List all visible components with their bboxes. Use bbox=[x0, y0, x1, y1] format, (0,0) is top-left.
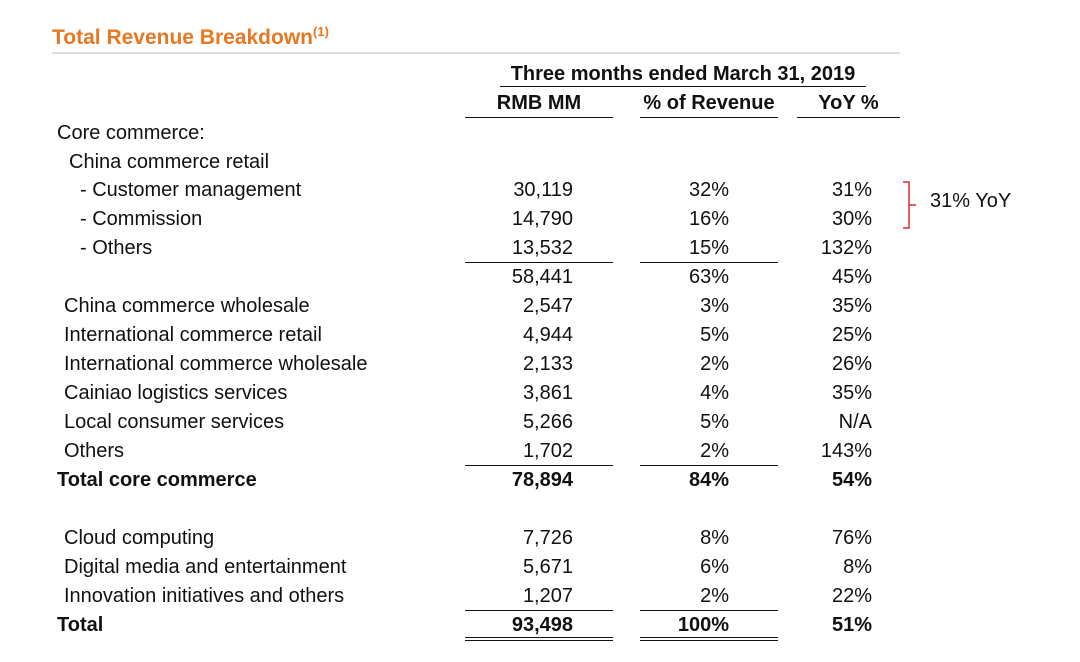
row-label: Digital media and entertainment bbox=[64, 556, 347, 578]
cell: 22% bbox=[831, 585, 872, 607]
cell: 3,861 bbox=[522, 382, 573, 404]
row-label: Cainiao logistics services bbox=[64, 382, 288, 404]
cell: 100% bbox=[677, 614, 729, 636]
cell: 4,944 bbox=[522, 324, 573, 346]
cell: 2,133 bbox=[522, 353, 573, 375]
cell: 93,498 bbox=[511, 614, 573, 636]
cell: 13,532 bbox=[511, 237, 573, 259]
title-rule bbox=[52, 52, 900, 54]
cell: 132% bbox=[820, 237, 872, 259]
row-label: Innovation initiatives and others bbox=[64, 585, 345, 607]
cell: 25% bbox=[831, 324, 872, 346]
column-header: RMB MM bbox=[496, 92, 582, 114]
row-label: Total core commerce bbox=[57, 469, 257, 491]
cell: 1,207 bbox=[522, 585, 573, 607]
row-label: International commerce wholesale bbox=[64, 353, 368, 375]
row-label: Others bbox=[64, 440, 125, 462]
double-rule bbox=[640, 640, 778, 641]
cell: 30,119 bbox=[513, 179, 573, 201]
sum-rule bbox=[640, 465, 778, 466]
cell: 3% bbox=[700, 295, 729, 317]
cell: 84% bbox=[688, 469, 729, 491]
cell: 5,671 bbox=[522, 556, 573, 578]
period-header: Three months ended March 31, 2019 bbox=[500, 62, 866, 87]
cell: N/A bbox=[838, 411, 872, 433]
cell: 8% bbox=[700, 527, 729, 549]
row-label: Total bbox=[57, 614, 104, 636]
row-label: Core commerce: bbox=[57, 122, 205, 144]
cell: 2,547 bbox=[522, 295, 573, 317]
row-label: International commerce retail bbox=[64, 324, 322, 346]
row-label: - Customer management bbox=[80, 179, 302, 201]
cell: 4% bbox=[700, 382, 729, 404]
title: Total Revenue Breakdown(1) bbox=[52, 20, 329, 50]
cell: 26% bbox=[831, 353, 872, 375]
row-label: China commerce retail bbox=[69, 151, 270, 173]
sum-rule bbox=[640, 262, 778, 263]
sum-rule bbox=[465, 610, 613, 611]
annotation: 31% YoY bbox=[930, 190, 1012, 212]
cell: 5,266 bbox=[522, 411, 573, 433]
cell: 76% bbox=[831, 527, 872, 549]
column-header: YoY % bbox=[818, 92, 879, 114]
cell: 5% bbox=[700, 324, 729, 346]
cell: 63% bbox=[688, 266, 729, 288]
row-label: Local consumer services bbox=[64, 411, 285, 433]
sum-rule bbox=[465, 465, 613, 466]
double-rule bbox=[465, 637, 613, 638]
bracket bbox=[903, 181, 916, 229]
cell: 30% bbox=[831, 208, 872, 230]
cell: 45% bbox=[831, 266, 872, 288]
row-label: Cloud computing bbox=[64, 527, 215, 549]
header-rule bbox=[797, 117, 900, 118]
header-rule bbox=[465, 117, 613, 118]
cell: 15% bbox=[688, 237, 729, 259]
cell: 8% bbox=[843, 556, 872, 578]
cell: 143% bbox=[820, 440, 872, 462]
cell: 16% bbox=[688, 208, 729, 230]
cell: 31% bbox=[831, 179, 872, 201]
cell: 2% bbox=[700, 585, 729, 607]
row-label: - Others bbox=[80, 237, 153, 259]
sum-rule bbox=[465, 262, 613, 263]
cell: 2% bbox=[700, 440, 729, 462]
cell: 54% bbox=[831, 469, 872, 491]
double-rule bbox=[465, 640, 613, 641]
cell: 14,790 bbox=[511, 208, 573, 230]
cell: 5% bbox=[700, 411, 729, 433]
cell: 35% bbox=[831, 382, 872, 404]
row-label: - Commission bbox=[80, 208, 203, 230]
cell: 7,726 bbox=[522, 527, 573, 549]
cell: 51% bbox=[831, 614, 872, 636]
title-superscript: (1) bbox=[313, 24, 329, 39]
cell: 2% bbox=[700, 353, 729, 375]
double-rule bbox=[640, 637, 778, 638]
column-header: % of Revenue bbox=[643, 92, 775, 114]
cell: 32% bbox=[688, 179, 729, 201]
sum-rule bbox=[640, 610, 778, 611]
cell: 35% bbox=[831, 295, 872, 317]
cell: 6% bbox=[700, 556, 729, 578]
header-rule bbox=[640, 117, 778, 118]
cell: 58,441 bbox=[511, 266, 573, 288]
cell: 1,702 bbox=[522, 440, 573, 462]
row-label: China commerce wholesale bbox=[64, 295, 310, 317]
cell: 78,894 bbox=[511, 469, 573, 491]
title-text: Total Revenue Breakdown bbox=[52, 26, 314, 49]
